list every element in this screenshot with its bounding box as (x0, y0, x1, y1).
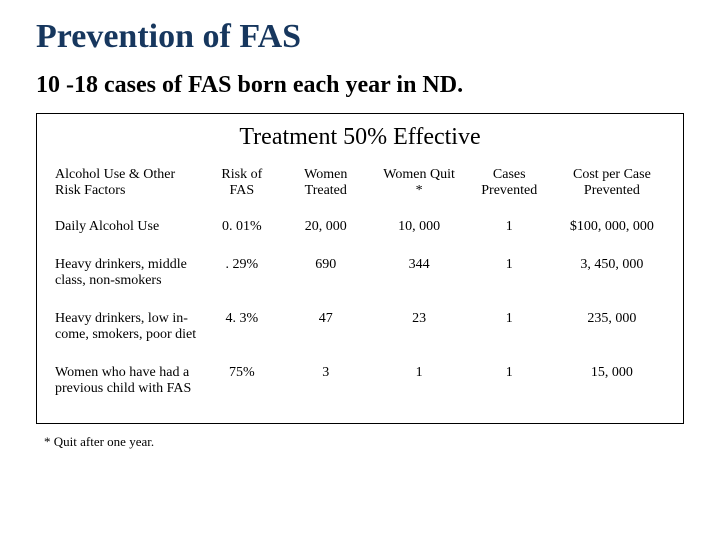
row-prevented: 1 (466, 357, 553, 411)
page-subtitle: 10 -18 cases of FAS born each year in ND… (36, 72, 684, 99)
row-prevented: 1 (466, 303, 553, 357)
col-header-risk: Risk of FAS (205, 165, 280, 211)
table-header-row: Alcohol Use & Other Risk Factors Risk of… (49, 165, 671, 211)
row-cost: 3, 450, 000 (553, 249, 671, 303)
row-prevented: 1 (466, 211, 553, 249)
col-header-treated: Women Treated (279, 165, 372, 211)
table-row: Heavy drinkers, middle class, non-smoker… (49, 249, 671, 303)
row-risk: 4. 3% (205, 303, 280, 357)
row-label: Daily Alcohol Use (49, 211, 205, 249)
row-prevented: 1 (466, 249, 553, 303)
col-header-factors: Alcohol Use & Other Risk Factors (49, 165, 205, 211)
page-title: Prevention of FAS (36, 18, 684, 56)
table-row: Daily Alcohol Use 0. 01% 20, 000 10, 000… (49, 211, 671, 249)
row-risk: 0. 01% (205, 211, 280, 249)
col-header-prevented: Cases Prevented (466, 165, 553, 211)
row-quit: 10, 000 (372, 211, 465, 249)
table-row: Women who have had a previous child with… (49, 357, 671, 411)
footnote: * Quit after one year. (44, 434, 684, 450)
row-treated: 3 (279, 357, 372, 411)
table-container: Treatment 50% Effective Alcohol Use & Ot… (36, 113, 684, 424)
row-label: Women who have had a previous child with… (49, 357, 205, 411)
row-cost: $100, 000, 000 (553, 211, 671, 249)
row-label: Heavy drinkers, middle class, non-smoker… (49, 249, 205, 303)
row-risk: 75% (205, 357, 280, 411)
table-row: Heavy drinkers, low in-come, smokers, po… (49, 303, 671, 357)
row-treated: 47 (279, 303, 372, 357)
row-quit: 1 (372, 357, 465, 411)
col-header-quit: Women Quit * (372, 165, 465, 211)
row-quit: 23 (372, 303, 465, 357)
row-label: Heavy drinkers, low in-come, smokers, po… (49, 303, 205, 357)
table-caption: Treatment 50% Effective (49, 124, 671, 151)
row-cost: 15, 000 (553, 357, 671, 411)
row-treated: 20, 000 (279, 211, 372, 249)
col-header-cost: Cost per Case Prevented (553, 165, 671, 211)
row-cost: 235, 000 (553, 303, 671, 357)
data-table: Alcohol Use & Other Risk Factors Risk of… (49, 165, 671, 411)
row-treated: 690 (279, 249, 372, 303)
row-risk: . 29% (205, 249, 280, 303)
row-quit: 344 (372, 249, 465, 303)
